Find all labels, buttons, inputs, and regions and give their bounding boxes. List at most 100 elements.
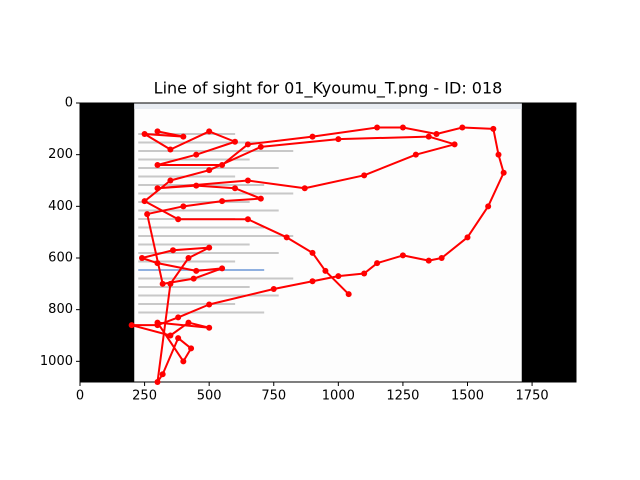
gaze-point bbox=[399, 252, 406, 259]
gaze-point bbox=[438, 255, 445, 261]
gaze-point bbox=[170, 247, 176, 254]
text-line bbox=[138, 294, 279, 297]
gaze-point bbox=[232, 185, 238, 192]
y-tick-label: 0 bbox=[65, 96, 73, 111]
y-tick-label: 200 bbox=[48, 147, 73, 162]
text-line bbox=[138, 192, 294, 195]
gaze-point bbox=[206, 167, 213, 174]
text-line bbox=[138, 311, 265, 314]
gaze-point bbox=[257, 143, 264, 150]
gaze-point bbox=[206, 244, 213, 251]
text-line bbox=[138, 133, 236, 135]
gaze-point bbox=[154, 185, 161, 192]
gaze-point bbox=[257, 195, 264, 202]
gaze-point bbox=[244, 141, 251, 148]
gaze-point bbox=[154, 128, 161, 135]
x-tick-label: 750 bbox=[261, 389, 286, 404]
x-tick-label: 1750 bbox=[516, 389, 549, 404]
screenshot bbox=[134, 103, 522, 382]
gaze-point bbox=[175, 314, 182, 321]
gaze-point bbox=[193, 151, 200, 158]
gaze-point bbox=[335, 273, 342, 280]
gaze-point bbox=[175, 216, 182, 223]
window-bar bbox=[134, 103, 522, 109]
text-line bbox=[138, 243, 250, 246]
gaze-point bbox=[180, 203, 187, 210]
gaze-point bbox=[154, 260, 161, 267]
gaze-point bbox=[301, 185, 308, 192]
text-line bbox=[138, 235, 294, 237]
gaze-point bbox=[232, 138, 238, 145]
gaze-point bbox=[180, 358, 187, 365]
y-tick-label: 600 bbox=[48, 251, 73, 266]
gaze-point bbox=[425, 257, 432, 264]
gaze-point bbox=[309, 278, 316, 285]
plot-frame bbox=[79, 102, 577, 383]
gaze-point bbox=[206, 324, 213, 331]
gaze-point bbox=[167, 280, 174, 287]
background-image bbox=[80, 103, 576, 382]
x-tick-label: 0 bbox=[76, 389, 84, 404]
gaze-point bbox=[219, 265, 226, 272]
gaze-point bbox=[322, 267, 329, 274]
gaze-point bbox=[193, 267, 200, 274]
gaze-point bbox=[433, 131, 440, 137]
gaze-point bbox=[485, 203, 492, 210]
gaze-point bbox=[154, 162, 161, 168]
gaze-point bbox=[141, 131, 148, 137]
gaze-point bbox=[180, 133, 187, 140]
gaze-point bbox=[244, 177, 251, 184]
text-line bbox=[138, 226, 265, 229]
text-line bbox=[138, 252, 279, 254]
x-tick-label: 1500 bbox=[451, 389, 484, 404]
gaze-point bbox=[495, 151, 502, 158]
gaze-point bbox=[399, 124, 406, 131]
gaze-point bbox=[154, 379, 161, 385]
gaze-point bbox=[425, 133, 432, 140]
y-tick-label: 1000 bbox=[40, 354, 73, 369]
gaze-point bbox=[141, 198, 148, 205]
gaze-point bbox=[459, 124, 466, 131]
gaze-point bbox=[361, 270, 368, 277]
x-tick-label: 250 bbox=[132, 389, 157, 404]
gaze-point bbox=[219, 162, 226, 168]
gaze-point bbox=[219, 198, 226, 205]
gaze-point bbox=[144, 211, 151, 218]
gaze-point bbox=[185, 319, 192, 326]
text-line bbox=[138, 150, 294, 152]
gaze-point bbox=[190, 275, 197, 282]
y-tick-label: 400 bbox=[48, 199, 73, 214]
text-line bbox=[138, 158, 250, 161]
gaze-point bbox=[167, 332, 174, 339]
y-tick-label: 800 bbox=[48, 302, 73, 317]
gaze-point bbox=[159, 371, 166, 378]
x-tick-label: 1000 bbox=[322, 389, 355, 404]
gaze-point bbox=[490, 125, 497, 132]
gaze-point bbox=[309, 249, 316, 256]
text-line bbox=[138, 141, 265, 144]
text-line bbox=[138, 201, 250, 203]
gaze-point bbox=[451, 141, 458, 148]
gaze-point bbox=[175, 335, 182, 342]
gaze-point bbox=[167, 146, 174, 153]
gaze-point bbox=[167, 177, 174, 184]
gaze-point bbox=[188, 345, 195, 352]
gaze-point bbox=[185, 255, 192, 261]
gaze-point bbox=[412, 151, 419, 158]
gaze-point bbox=[154, 319, 161, 326]
gaze-point bbox=[464, 234, 471, 241]
chart-title: Line of sight for 01_Kyoumu_T.png - ID: … bbox=[154, 79, 503, 99]
gaze-point bbox=[244, 216, 251, 223]
text-line bbox=[138, 286, 250, 288]
gaze-point bbox=[309, 133, 316, 140]
text-line bbox=[138, 277, 294, 280]
gaze-point bbox=[206, 301, 213, 308]
x-tick-label: 1250 bbox=[386, 389, 419, 404]
x-tick-label: 500 bbox=[197, 389, 222, 404]
text-line bbox=[138, 209, 279, 212]
gaze-point bbox=[374, 124, 381, 131]
gaze-point bbox=[345, 291, 352, 298]
gaze-point bbox=[374, 260, 381, 267]
